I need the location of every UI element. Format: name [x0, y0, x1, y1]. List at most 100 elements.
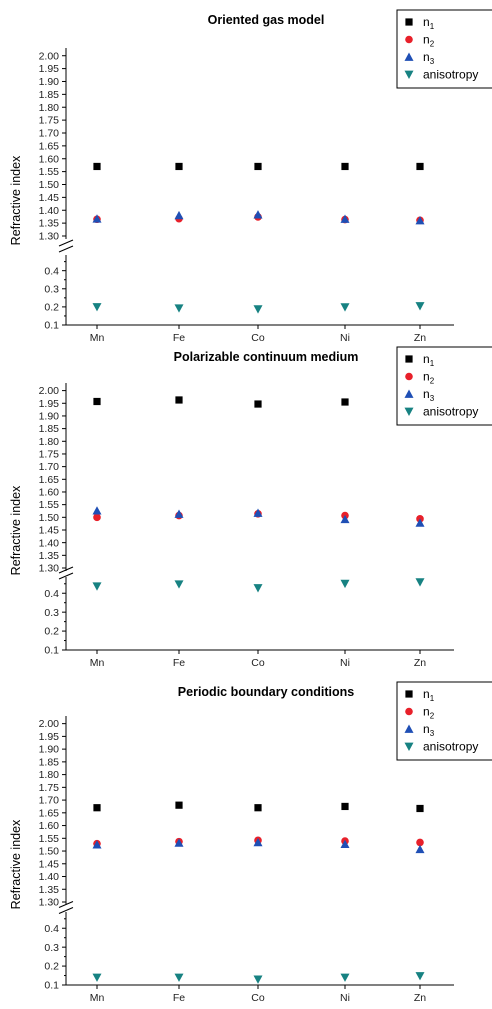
data-point	[415, 518, 425, 527]
x-tick-label: Zn	[414, 992, 426, 1004]
data-point	[254, 804, 262, 812]
legend-label: anisotropy	[423, 740, 478, 754]
y-tick-label: 1.55	[39, 833, 60, 845]
y-tick-label: 1.40	[39, 537, 60, 549]
data-point	[415, 578, 425, 587]
legend-box	[396, 9, 492, 89]
legend-label: n2	[423, 370, 435, 386]
y-tick-label: 0.1	[44, 320, 59, 332]
y-tick-label: 1.85	[39, 423, 60, 435]
legend-subscript: 1	[430, 694, 435, 703]
y-tick-label: 1.60	[39, 153, 60, 165]
data-point	[253, 975, 263, 984]
legend-subscript: 2	[430, 40, 435, 49]
y-tick-label: 1.80	[39, 769, 60, 781]
data-point	[92, 303, 102, 312]
y-tick-label: 1.60	[39, 820, 60, 832]
y-tick-label: 1.40	[39, 205, 60, 217]
legend-label: n3	[423, 387, 435, 403]
legend-label: n1	[423, 352, 435, 368]
data-point	[415, 844, 425, 854]
data-point	[340, 514, 350, 524]
data-point	[175, 396, 183, 404]
legend-subscript: 1	[430, 22, 435, 31]
data-point	[92, 214, 102, 223]
legend-label: n2	[423, 33, 435, 49]
data-point	[416, 162, 424, 171]
legend-marker	[405, 35, 413, 44]
legend-label: n3	[423, 50, 435, 66]
y-tick-label: 1.35	[39, 218, 60, 230]
y-tick-label: 1.30	[39, 897, 60, 909]
x-tick-label: Ni	[340, 657, 350, 669]
data-point	[415, 216, 425, 225]
y-tick-label: 1.55	[39, 499, 60, 511]
y-tick-label: 1.40	[39, 871, 60, 883]
data-point	[92, 840, 102, 849]
data-point	[415, 972, 425, 981]
x-tick-label: Ni	[340, 992, 350, 1004]
legend-subscript: 3	[430, 57, 435, 66]
x-tick-label: Zn	[414, 657, 426, 669]
y-tick-label: 0.2	[44, 626, 59, 638]
data-point	[415, 302, 425, 311]
data-point	[93, 397, 101, 406]
y-tick-label: 1.50	[39, 846, 60, 858]
y-tick-label: 1.30	[39, 231, 60, 243]
legend-marker	[404, 389, 414, 398]
y-tick-label: 1.75	[39, 449, 60, 461]
data-point	[174, 210, 184, 220]
chart-title: Oriented gas model	[208, 13, 325, 27]
chart-panel: Polarizable continuum medium 1.301.351.40…	[9, 346, 492, 669]
data-point	[175, 801, 183, 809]
y-tick-label: 0.2	[44, 301, 59, 313]
legend-subscript: 2	[430, 377, 435, 386]
data-point	[175, 162, 183, 171]
data-point	[340, 303, 350, 312]
data-point	[341, 398, 349, 406]
y-tick-label: 0.3	[44, 283, 59, 295]
legend-marker	[404, 724, 414, 733]
y-tick-label: 1.90	[39, 744, 60, 756]
legend-label: n3	[423, 722, 435, 738]
data-point	[93, 162, 101, 171]
x-tick-label: Fe	[173, 332, 185, 344]
y-tick-label: 0.3	[44, 607, 59, 619]
y-tick-label: 1.95	[39, 398, 60, 410]
y-tick-label: 1.65	[39, 474, 60, 486]
y-tick-label: 0.4	[44, 923, 59, 935]
x-tick-label: Fe	[173, 657, 185, 669]
y-tick-label: 0.2	[44, 961, 59, 973]
legend-box	[396, 681, 492, 761]
y-tick-label: 1.45	[39, 525, 60, 537]
chart-title: Polarizable continuum medium	[174, 350, 359, 364]
legend-marker	[405, 18, 413, 26]
data-point	[340, 973, 350, 982]
y-tick-label: 2.00	[39, 50, 60, 62]
x-tick-label: Ni	[340, 332, 350, 344]
y-tick-label: 1.75	[39, 115, 60, 127]
legend-label: n1	[423, 15, 435, 31]
data-point	[174, 580, 184, 589]
y-tick-label: 1.65	[39, 140, 60, 152]
y-tick-label: 1.60	[39, 487, 60, 499]
data-point	[253, 837, 263, 847]
y-tick-label: 0.1	[44, 645, 59, 657]
legend-marker	[404, 742, 414, 751]
y-tick-label: 1.45	[39, 192, 60, 204]
y-axis-title: Refractive index	[9, 485, 23, 575]
axis-break-mark	[58, 907, 74, 914]
x-tick-label: Co	[251, 992, 265, 1004]
y-tick-label: 1.85	[39, 89, 60, 101]
data-point	[340, 839, 350, 848]
y-tick-label: 1.70	[39, 795, 60, 807]
y-tick-label: 1.55	[39, 166, 60, 178]
data-point	[92, 506, 102, 515]
y-tick-label: 1.35	[39, 884, 60, 896]
data-point	[93, 804, 101, 812]
legend-subscript: 3	[430, 729, 435, 738]
legend-marker	[405, 690, 413, 698]
axis-break-mark	[58, 239, 74, 247]
y-tick-label: 1.50	[39, 512, 60, 524]
